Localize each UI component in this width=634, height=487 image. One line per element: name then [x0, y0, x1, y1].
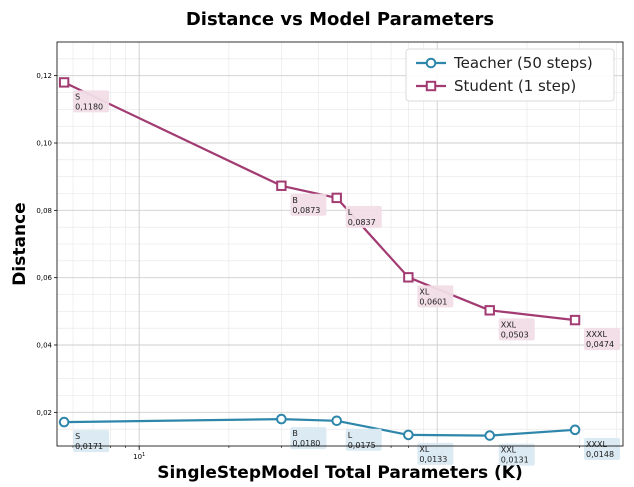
annotation-value-label: 0,0601 — [419, 297, 447, 306]
x-tick-base: 10 — [133, 453, 142, 461]
y-axis-label: Distance — [10, 202, 30, 285]
annotation-box — [584, 328, 621, 351]
series-lines — [63, 81, 576, 437]
annotation-value-label: 0,1180 — [75, 102, 103, 111]
plot-frame — [56, 41, 624, 447]
data-point-circle — [569, 424, 581, 436]
annotation-value-label: 0,0474 — [586, 340, 614, 349]
data-point-square — [331, 192, 342, 204]
x-tick-exponent: 1 — [142, 452, 145, 458]
x-axis-label: SingleStepModel Total Parameters (K) — [157, 463, 523, 483]
annotation-box — [345, 205, 382, 228]
data-point-circle — [331, 415, 343, 427]
annotation-value-label: 0,0503 — [501, 330, 529, 339]
annotation-box — [417, 285, 454, 308]
legend-box — [405, 48, 615, 102]
legend-marker-square — [425, 80, 437, 92]
legend: Teacher (50 steps) Student (1 step) — [405, 48, 615, 102]
annotation-value-label: 0,0148 — [586, 450, 614, 459]
annotation-size-label: XXXL — [586, 330, 607, 339]
grid — [57, 41, 623, 447]
series-line-0 — [64, 418, 576, 437]
data-point-circle — [58, 416, 70, 428]
annotation-size-label: L — [348, 431, 353, 440]
annotation-value-label: 0,0175 — [348, 441, 376, 450]
annotation-size-label: XXL — [501, 320, 517, 329]
annotation-box — [417, 442, 454, 465]
series-line-1 — [63, 81, 576, 322]
annotation-box — [290, 427, 327, 450]
annotation-box — [498, 443, 535, 466]
annotation-box — [73, 430, 110, 453]
annotation-box — [290, 193, 327, 216]
annotation-size-label: B — [292, 429, 298, 438]
data-point-square — [484, 305, 495, 316]
annotation-size-label: XL — [419, 287, 429, 296]
series-markers — [58, 77, 581, 441]
annotation-box — [498, 318, 535, 341]
annotation-size-label: S — [75, 432, 80, 441]
annotation-value-label: 0,0131 — [501, 456, 529, 465]
data-point-square — [58, 77, 70, 88]
y-tick-label: 0,12 — [36, 72, 52, 80]
data-point-circle — [403, 429, 414, 441]
annotation-size-label: XXXL — [586, 440, 607, 449]
annotation-box — [73, 90, 110, 113]
annotation-box — [345, 428, 382, 451]
annotation-size-label: XL — [419, 445, 429, 454]
annotation-size-label: XXL — [501, 446, 517, 455]
legend-marker-circle — [425, 57, 437, 69]
y-tick-label: 0,10 — [36, 140, 52, 148]
annotation-size-label: S — [75, 92, 80, 101]
y-tick-label: 0,02 — [36, 409, 52, 417]
x-tick-label: 101 — [133, 452, 145, 461]
data-point-circle — [276, 413, 287, 425]
y-tick-label: 0,06 — [36, 274, 52, 282]
y-tick-label: 0,04 — [36, 342, 52, 350]
data-point-square — [276, 180, 287, 191]
chart-title: Distance vs Model Parameters — [186, 9, 494, 30]
annotation-value-label: 0,0180 — [292, 439, 320, 448]
data-point-square — [569, 314, 581, 326]
annotation-value-label: 0,0171 — [75, 442, 103, 451]
annotation-box — [584, 437, 621, 460]
y-tick-label: 0,08 — [36, 207, 52, 215]
legend-label-0: Teacher (50 steps) — [453, 54, 593, 72]
annotation-value-label: 0,0133 — [419, 455, 447, 464]
annotation-size-label: B — [292, 196, 298, 205]
data-point-square — [403, 272, 414, 283]
annotation-size-label: L — [348, 208, 353, 217]
annotation-value-label: 0,0873 — [292, 206, 320, 215]
annotation-value-label: 0,0837 — [348, 218, 376, 227]
data-point-circle — [484, 430, 496, 441]
legend-label-1: Student (1 step) — [454, 77, 576, 95]
